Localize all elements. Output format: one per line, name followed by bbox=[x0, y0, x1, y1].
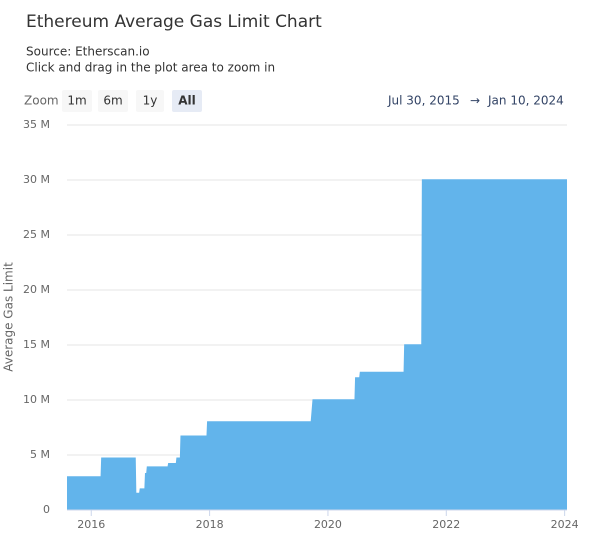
date-from[interactable]: Jul 30, 2015 bbox=[387, 94, 460, 108]
y-tick-label: 25 M bbox=[23, 228, 50, 241]
y-tick-label: 15 M bbox=[23, 338, 50, 351]
zoom-button[interactable] bbox=[98, 90, 128, 112]
zoom-button-label[interactable]: 6m bbox=[103, 94, 122, 108]
chart-title: Ethereum Average Gas Limit Chart bbox=[26, 12, 322, 32]
y-tick-label: 30 M bbox=[23, 173, 50, 186]
zoom-button[interactable] bbox=[62, 90, 92, 112]
date-to[interactable]: Jan 10, 2024 bbox=[487, 94, 564, 108]
x-tick-label: 2016 bbox=[77, 518, 105, 531]
date-arrow: → bbox=[470, 94, 480, 108]
zoom-button-label[interactable]: 1m bbox=[67, 94, 86, 108]
x-tick-label: 2018 bbox=[196, 518, 224, 531]
y-tick-label: 5 M bbox=[30, 448, 50, 461]
zoom-label: Zoom bbox=[24, 94, 59, 108]
source: Source: Etherscan.io bbox=[26, 45, 150, 59]
zoom-button[interactable] bbox=[172, 90, 202, 112]
y-axis-title: Average Gas Limit bbox=[2, 262, 16, 372]
x-tick-label: 2020 bbox=[314, 518, 342, 531]
zoom-button-label[interactable]: All bbox=[178, 94, 196, 108]
area-line bbox=[67, 179, 567, 495]
x-tick-label: 2022 bbox=[432, 518, 460, 531]
x-tick-label: 2024 bbox=[551, 518, 579, 531]
zoom-buttons: 1m 6m 1y All bbox=[62, 90, 202, 112]
y-tick-label: 0 bbox=[43, 503, 50, 516]
area-fill bbox=[67, 180, 567, 510]
zoom-button-label[interactable]: 1y bbox=[143, 94, 158, 108]
y-tick-label: 35 M bbox=[23, 118, 50, 131]
zoom-button[interactable] bbox=[136, 90, 164, 112]
y-tick-label: 20 M bbox=[23, 283, 50, 296]
y-tick-label: 10 M bbox=[23, 393, 50, 406]
subtitle: Click and drag in the plot area to zoom … bbox=[26, 61, 275, 75]
